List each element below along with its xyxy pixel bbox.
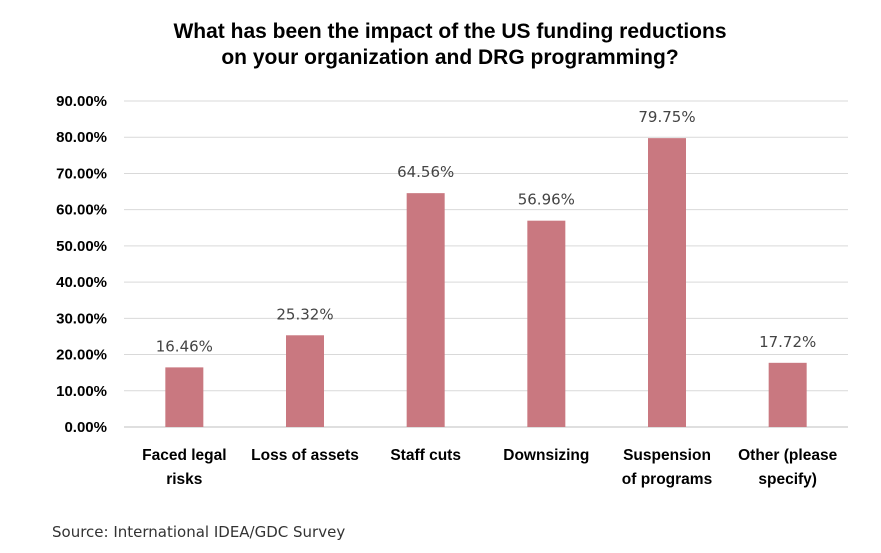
- y-tick-label: 40.00%: [56, 274, 107, 291]
- y-tick-label: 70.00%: [56, 165, 107, 182]
- bar: [527, 220, 566, 427]
- y-tick-label: 30.00%: [56, 310, 107, 327]
- x-tick-label: Suspension: [623, 447, 711, 464]
- y-tick-label: 10.00%: [56, 383, 107, 400]
- chart-title-line: What has been the impact of the US fundi…: [173, 20, 726, 43]
- x-axis-ticks: Faced legal risks Loss of assets Staff cuts…: [142, 447, 837, 488]
- data-label: 17.72%: [759, 333, 816, 351]
- data-labels: 16.46% 25.32% 64.56% 56.96% 79.75% 17.72%: [156, 108, 817, 355]
- x-tick-label: Faced legal: [142, 447, 226, 464]
- x-tick-label: of programs: [622, 471, 712, 488]
- chart-title-line: on your organization and DRG programming…: [221, 46, 678, 69]
- bar: [286, 335, 324, 427]
- y-tick-label: 20.00%: [56, 347, 107, 364]
- data-label: 64.56%: [397, 163, 454, 181]
- x-tick-label: Loss of assets: [251, 447, 359, 464]
- gridlines: [124, 100, 848, 428]
- y-tick-label: 50.00%: [56, 238, 107, 255]
- y-tick-label: 80.00%: [56, 129, 107, 146]
- x-tick-label: specify): [758, 471, 817, 488]
- bar: [406, 193, 445, 427]
- data-label: 25.32%: [276, 305, 333, 323]
- y-axis-ticks: 0.00% 10.00% 20.00% 30.00% 40.00% 50.00% 60.00…: [56, 93, 107, 436]
- x-tick-label: Other (please: [738, 447, 837, 464]
- bar: [648, 138, 686, 427]
- x-tick-label: Downsizing: [503, 447, 589, 464]
- x-tick-label: Staff cuts: [390, 447, 461, 464]
- bar: [165, 367, 204, 427]
- y-tick-label: 60.00%: [56, 202, 107, 219]
- data-label: 56.96%: [518, 191, 575, 209]
- y-tick-label: 90.00%: [56, 93, 107, 110]
- source-note: Source: International IDEA/GDC Survey: [52, 523, 346, 541]
- data-label: 16.46%: [156, 337, 213, 355]
- bar: [768, 362, 807, 427]
- chart-title: What has been the impact of the US fundi…: [173, 20, 726, 69]
- bars: [165, 138, 807, 427]
- bar-chart: What has been the impact of the US fundi…: [56, 20, 848, 488]
- y-tick-label: 0.00%: [64, 419, 107, 436]
- x-tick-label: risks: [166, 471, 202, 488]
- data-label: 79.75%: [638, 108, 695, 126]
